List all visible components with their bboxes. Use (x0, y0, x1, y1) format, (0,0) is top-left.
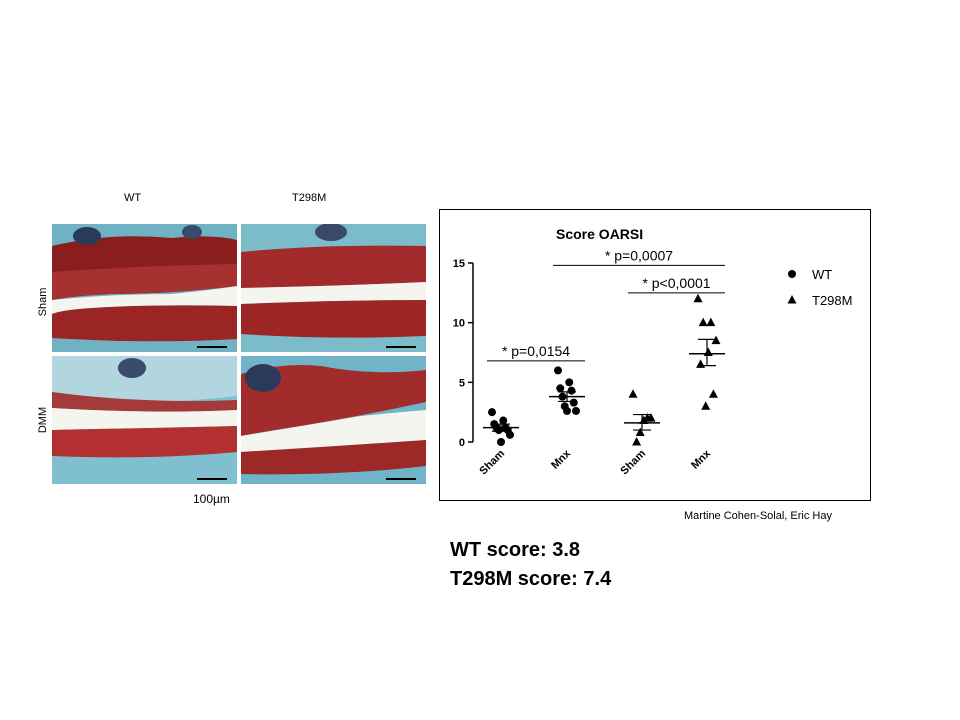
scale-bar (386, 346, 416, 348)
histology-wt-dmm (52, 356, 237, 484)
scale-bar (197, 346, 227, 348)
data-point (628, 389, 638, 398)
data-point (554, 366, 562, 375)
y-tick-label: 0 (459, 437, 465, 449)
x-tick-label: Sham (618, 447, 648, 477)
data-point (788, 270, 796, 278)
y-tick-label: 5 (459, 377, 465, 389)
credit-text: Martine Cohen-Solal, Eric Hay (684, 510, 832, 522)
data-point (488, 408, 496, 417)
significance-label: * p=0,0154 (502, 343, 570, 359)
data-point (567, 386, 576, 395)
chart-title: Score OARSI (556, 226, 643, 242)
x-tick-label: Sham (477, 447, 507, 477)
chart-panel: Score OARSI 0 5 10 15 Sham Mnx Sham Mnx * p=0,015… (439, 209, 871, 501)
data-point (572, 406, 580, 415)
data-point (693, 293, 703, 303)
data-point (787, 295, 797, 304)
data-point (556, 384, 565, 393)
oarsi-chart: Score OARSI 0 5 10 15 Sham Mnx Sham Mnx * p=0,015… (453, 226, 853, 477)
histology-t298m-dmm (241, 356, 426, 484)
data-point (497, 438, 505, 446)
data-point (708, 389, 718, 398)
legend-label: T298M (812, 293, 852, 308)
significance-label: * p=0,0007 (605, 247, 673, 263)
x-tick-label: Mnx (689, 447, 714, 472)
data-point (635, 427, 645, 436)
data-point (706, 317, 716, 327)
col-label-wt: WT (124, 192, 142, 204)
x-tick-label: Mnx (549, 447, 574, 472)
data-point (632, 437, 642, 446)
data-point (696, 359, 706, 368)
data-point (565, 378, 574, 387)
histology-t298m-sham (241, 224, 426, 352)
data-point (701, 401, 711, 410)
col-label-t298m: T298M (292, 192, 327, 204)
wt-score: WT score: 3.8 (450, 539, 581, 561)
histology-wt-sham (52, 224, 237, 352)
data-point (506, 430, 514, 439)
y-tick-label: 10 (453, 318, 465, 330)
y-tick-label: 15 (453, 258, 465, 270)
legend-label: WT (812, 267, 832, 282)
scale-bar (386, 478, 416, 480)
scale-label: 100µm (193, 492, 230, 506)
significance-label: * p<0,0001 (642, 275, 710, 291)
scale-bar (197, 478, 227, 480)
data-point (698, 317, 708, 327)
data-point (569, 398, 578, 407)
t298m-score: T298M score: 7.4 (450, 568, 612, 590)
data-point (499, 416, 508, 425)
data-point (703, 347, 713, 356)
row-label-dmm: DMM (37, 406, 49, 434)
row-label-sham: Sham (37, 287, 49, 317)
data-point (563, 406, 571, 415)
